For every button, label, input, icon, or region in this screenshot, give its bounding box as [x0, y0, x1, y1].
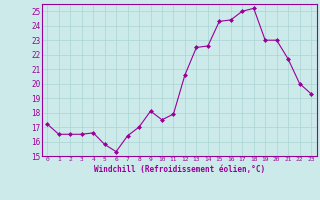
X-axis label: Windchill (Refroidissement éolien,°C): Windchill (Refroidissement éolien,°C)	[94, 165, 265, 174]
